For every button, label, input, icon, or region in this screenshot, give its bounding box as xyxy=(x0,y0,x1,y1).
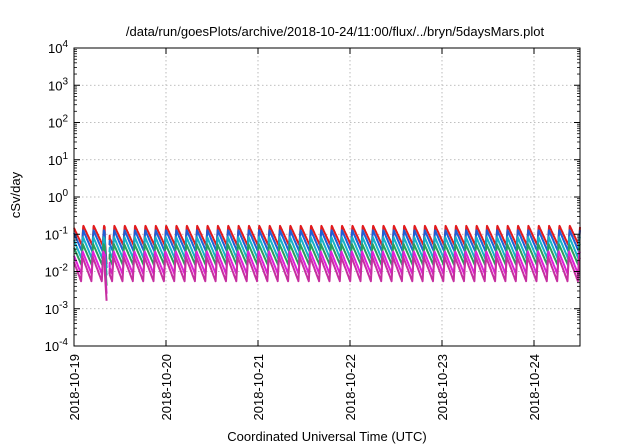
y-tick-label: 10-1 xyxy=(45,225,69,242)
series-line-1 xyxy=(73,224,581,265)
y-axis-ticks: 10-4 10-3 10-2 10-1 100 101 102 103 104 xyxy=(45,39,580,354)
y-tick-label: 10-3 xyxy=(45,300,69,317)
series-lines xyxy=(73,224,581,301)
series-line-4 xyxy=(73,243,581,286)
grid xyxy=(74,48,580,346)
x-tick-label: 2018-10-19 xyxy=(67,354,82,421)
x-tick-label: 2018-10-23 xyxy=(435,354,450,421)
x-tick-label: 2018-10-22 xyxy=(343,354,358,421)
y-tick-label: 103 xyxy=(48,76,68,93)
y-tick-label: 104 xyxy=(48,39,68,56)
x-axis-label: Coordinated Universal Time (UTC) xyxy=(227,429,426,444)
series-line-3 xyxy=(73,236,581,276)
y-tick-label: 102 xyxy=(48,114,68,131)
series-line-6 xyxy=(73,255,581,301)
x-tick-label: 2018-10-20 xyxy=(159,354,174,421)
x-tick-label: 2018-10-24 xyxy=(527,354,542,421)
y-axis-label: cSv/day xyxy=(8,171,23,218)
y-tick-label: 10-2 xyxy=(45,263,69,280)
chart-title: /data/run/goesPlots/archive/2018-10-24/1… xyxy=(126,24,545,39)
x-axis-ticks: 2018-10-19 2018-10-20 2018-10-21 2018-10-22… xyxy=(67,48,542,421)
y-tick-label: 100 xyxy=(48,188,68,205)
series-line-2 xyxy=(73,229,581,269)
y-tick-label: 10-4 xyxy=(45,337,69,354)
y-tick-label: 101 xyxy=(48,151,68,168)
x-tick-label: 2018-10-21 xyxy=(251,354,266,421)
series-line-5 xyxy=(73,250,581,294)
